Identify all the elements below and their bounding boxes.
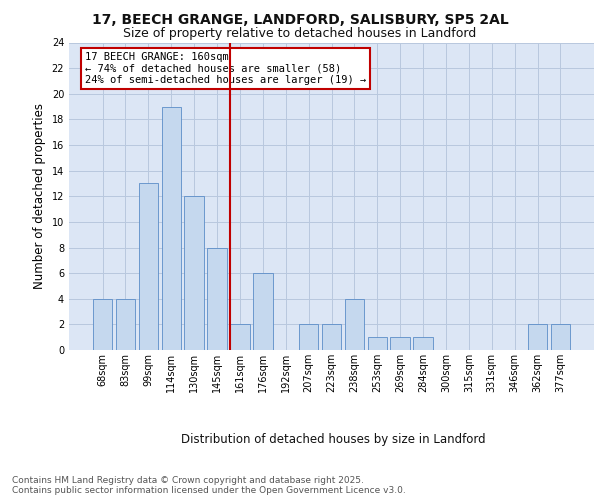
Bar bbox=[391, 337, 410, 350]
Bar bbox=[184, 196, 204, 350]
Bar bbox=[208, 248, 227, 350]
Bar bbox=[528, 324, 547, 350]
Text: Contains HM Land Registry data © Crown copyright and database right 2025.
Contai: Contains HM Land Registry data © Crown c… bbox=[12, 476, 406, 495]
Bar bbox=[230, 324, 250, 350]
Bar bbox=[368, 337, 387, 350]
Text: Size of property relative to detached houses in Landford: Size of property relative to detached ho… bbox=[124, 28, 476, 40]
Bar bbox=[253, 273, 272, 350]
Text: 17, BEECH GRANGE, LANDFORD, SALISBURY, SP5 2AL: 17, BEECH GRANGE, LANDFORD, SALISBURY, S… bbox=[92, 12, 508, 26]
Bar bbox=[413, 337, 433, 350]
Text: 17 BEECH GRANGE: 160sqm
← 74% of detached houses are smaller (58)
24% of semi-de: 17 BEECH GRANGE: 160sqm ← 74% of detache… bbox=[85, 52, 366, 85]
Bar bbox=[551, 324, 570, 350]
Bar bbox=[139, 184, 158, 350]
Bar bbox=[161, 106, 181, 350]
Bar bbox=[344, 298, 364, 350]
Bar bbox=[116, 298, 135, 350]
Y-axis label: Number of detached properties: Number of detached properties bbox=[33, 104, 46, 289]
Bar bbox=[299, 324, 319, 350]
Bar bbox=[322, 324, 341, 350]
Text: Distribution of detached houses by size in Landford: Distribution of detached houses by size … bbox=[181, 432, 485, 446]
Bar bbox=[93, 298, 112, 350]
